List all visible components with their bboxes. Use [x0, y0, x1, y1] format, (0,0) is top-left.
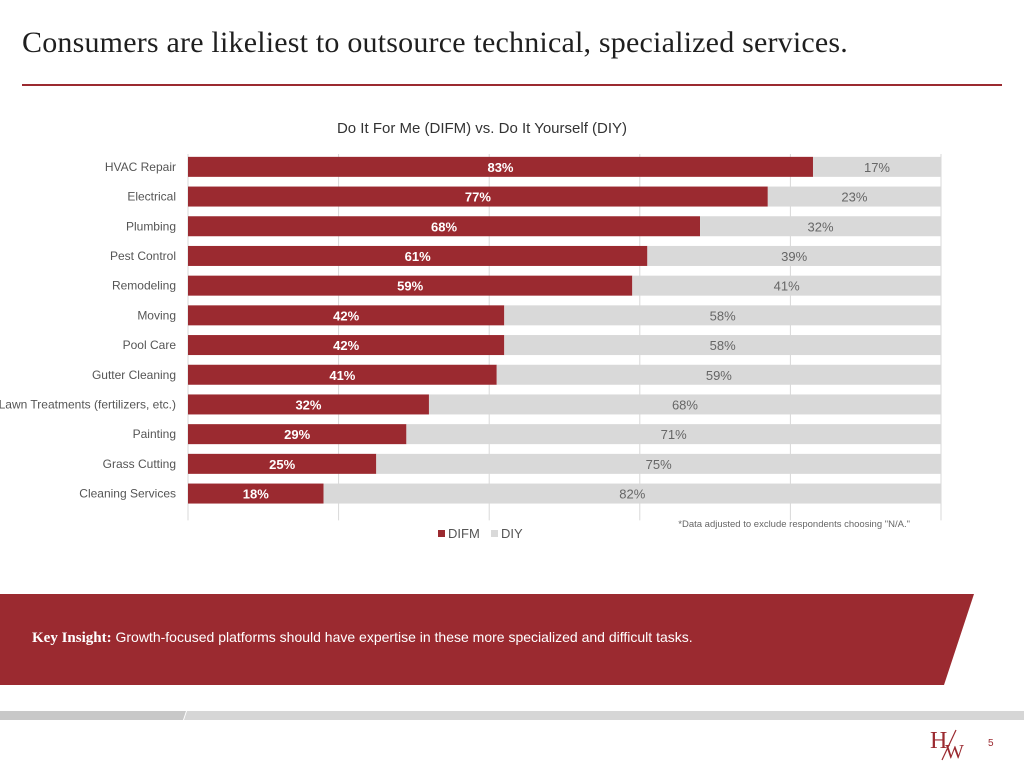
logo-letter-w: W — [945, 741, 964, 762]
data-label-difm-cleaning-services: 18% — [243, 487, 269, 502]
title-divider — [22, 84, 1002, 86]
data-label-difm-lawn-treatments-fertilizers-etc: 32% — [295, 397, 321, 412]
bar-diy-cleaning-services — [323, 483, 941, 504]
slide-title: Consumers are likeliest to outsource tec… — [22, 26, 849, 59]
data-label-difm-pest-control: 61% — [405, 249, 431, 264]
key-insight-banner-shape — [0, 594, 974, 685]
key-insight-banner — [0, 594, 974, 685]
data-label-difm-hvac-repair: 83% — [487, 160, 513, 175]
bar-diy-moving — [504, 305, 941, 326]
category-label-grass-cutting: Grass Cutting — [103, 457, 176, 471]
category-label-plumbing: Plumbing — [126, 219, 176, 233]
bar-diy-remodeling — [632, 275, 941, 296]
bar-difm-grass-cutting — [188, 453, 377, 474]
bar-diy-pool-care — [504, 335, 941, 356]
bar-difm-lawn-treatments-fertilizers-etc — [188, 394, 429, 415]
data-label-diy-plumbing: 32% — [808, 219, 834, 234]
stacked-bar-chart: Do It For Me (DIFM) vs. Do It Yourself (… — [0, 120, 942, 541]
data-label-diy-hvac-repair: 17% — [864, 160, 890, 175]
data-label-difm-gutter-cleaning: 41% — [329, 368, 355, 383]
data-label-difm-pool-care: 42% — [333, 338, 359, 353]
bar-diy-plumbing — [700, 216, 941, 237]
legend-swatch-difm — [438, 530, 445, 537]
data-label-difm-remodeling: 59% — [397, 279, 423, 294]
data-label-diy-moving: 58% — [710, 308, 736, 323]
bar-difm-plumbing — [188, 216, 701, 237]
bar-difm-hvac-repair — [188, 156, 813, 177]
key-insight-text: Growth-focused platforms should have exp… — [115, 629, 693, 645]
data-label-diy-grass-cutting: 75% — [646, 457, 672, 472]
key-insight-label: Key Insight: — [32, 630, 112, 646]
data-label-diy-remodeling: 41% — [774, 279, 800, 294]
legend-swatch-diy — [491, 530, 498, 537]
chart-footnote: *Data adjusted to exclude respondents ch… — [678, 519, 910, 530]
category-label-cleaning-services: Cleaning Services — [79, 487, 176, 501]
bar-difm-electrical — [188, 186, 768, 207]
logo-slash — [941, 729, 957, 761]
data-label-difm-electrical: 77% — [465, 190, 491, 205]
bar-diy-electrical — [767, 186, 941, 207]
footer-strip — [0, 711, 1024, 720]
category-label-painting: Painting — [133, 427, 176, 441]
data-label-difm-plumbing: 68% — [431, 219, 457, 234]
data-label-difm-moving: 42% — [333, 308, 359, 323]
bar-difm-moving — [188, 305, 505, 326]
data-label-diy-painting: 71% — [661, 427, 687, 442]
bar-difm-cleaning-services — [188, 483, 324, 504]
page-number: 5 — [988, 738, 994, 749]
category-label-remodeling: Remodeling — [112, 279, 176, 293]
legend-label-difm: DIFM — [448, 526, 480, 541]
bar-diy-painting — [406, 424, 941, 445]
legend-label-diy: DIY — [501, 526, 523, 541]
bar-difm-painting — [188, 424, 407, 445]
data-label-diy-pool-care: 58% — [710, 338, 736, 353]
bar-difm-remodeling — [188, 275, 633, 296]
bar-difm-pest-control — [188, 245, 648, 266]
key-insight: Key Insight: Growth-focused platforms sh… — [32, 629, 693, 647]
data-label-diy-electrical: 23% — [841, 190, 867, 205]
bar-diy-pest-control — [647, 245, 941, 266]
category-label-gutter-cleaning: Gutter Cleaning — [92, 368, 176, 382]
data-label-difm-grass-cutting: 25% — [269, 457, 295, 472]
bar-diy-lawn-treatments-fertilizers-etc — [428, 394, 942, 415]
data-label-difm-painting: 29% — [284, 427, 310, 442]
chart-title: Do It For Me (DIFM) vs. Do It Yourself (… — [337, 120, 627, 137]
category-label-hvac-repair: HVAC Repair — [105, 160, 176, 174]
company-logo: H W — [930, 728, 964, 762]
category-label-pool-care: Pool Care — [123, 338, 177, 352]
data-label-diy-gutter-cleaning: 59% — [706, 368, 732, 383]
bar-diy-gutter-cleaning — [496, 364, 941, 385]
data-label-diy-lawn-treatments-fertilizers-etc: 68% — [672, 397, 698, 412]
data-label-diy-cleaning-services: 82% — [619, 487, 645, 502]
logo-letter-h: H — [930, 728, 947, 754]
bar-difm-gutter-cleaning — [188, 364, 497, 385]
bar-difm-pool-care — [188, 335, 505, 356]
category-label-electrical: Electrical — [127, 190, 176, 204]
bar-diy-hvac-repair — [812, 156, 941, 177]
bar-diy-grass-cutting — [376, 453, 941, 474]
data-label-diy-pest-control: 39% — [781, 249, 807, 264]
category-label-lawn-treatments-fertilizers-etc: Lawn Treatments (fertilizers, etc.) — [0, 397, 176, 411]
category-label-moving: Moving — [137, 308, 176, 322]
category-label-pest-control: Pest Control — [110, 249, 176, 263]
